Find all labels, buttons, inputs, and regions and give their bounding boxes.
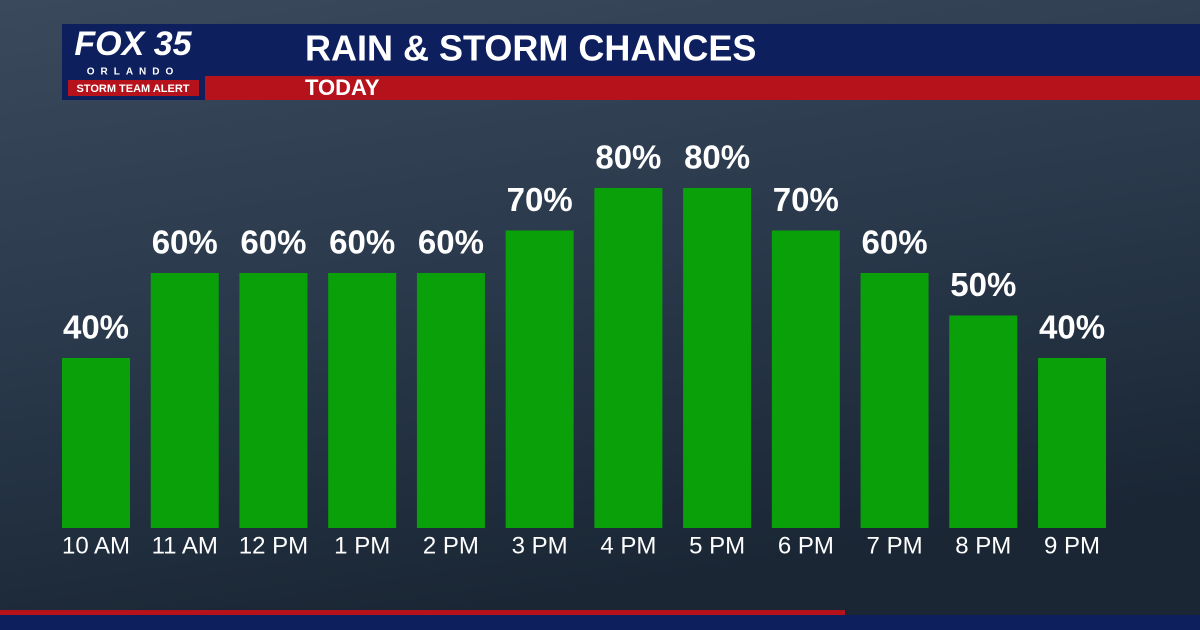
bar [1038, 358, 1107, 528]
value-label: 60% [152, 224, 218, 261]
x-tick-label: 8 PM [955, 532, 1011, 559]
bar [505, 230, 574, 528]
bar [860, 273, 929, 528]
value-label: 60% [240, 224, 306, 261]
x-tick-label: 11 AM [152, 532, 218, 559]
x-tick-label: 9 PM [1044, 532, 1100, 559]
x-tick-label: 4 PM [600, 532, 656, 559]
bar [416, 273, 485, 528]
bottom-bar [0, 615, 1200, 630]
bar [62, 358, 130, 528]
value-label: 40% [63, 309, 129, 346]
value-label: 70% [507, 181, 573, 218]
chart-subtitle: TODAY [305, 75, 380, 100]
value-label: 70% [773, 181, 839, 218]
bar [949, 315, 1018, 528]
x-tick-label: 12 PM [239, 532, 308, 559]
value-label: 40% [1039, 309, 1105, 346]
logo-tag: STORM TEAM ALERT [76, 83, 189, 95]
bar [150, 273, 219, 528]
value-label: 80% [684, 139, 750, 176]
logo-city: ORLANDO [87, 67, 180, 78]
value-label: 60% [862, 224, 928, 261]
x-tick-label: 10 AM [62, 532, 130, 559]
bar [239, 273, 308, 528]
x-tick-label: 1 PM [334, 532, 390, 559]
title-bar [62, 24, 1200, 76]
x-tick-label: 2 PM [423, 532, 479, 559]
value-label: 60% [329, 224, 395, 261]
bottom-red-line [0, 610, 845, 615]
bar [328, 273, 397, 528]
chart-title: RAIN & STORM CHANCES [305, 28, 756, 69]
x-tick-label: 6 PM [778, 532, 834, 559]
logo-name: FOX 35 [74, 25, 192, 63]
bar [594, 188, 663, 528]
value-label: 60% [418, 224, 484, 261]
x-tick-label: 7 PM [867, 532, 923, 559]
logo-tag-box [68, 80, 199, 96]
bar [683, 188, 752, 528]
x-tick-label: 5 PM [689, 532, 745, 559]
subtitle-bar [205, 76, 1200, 100]
value-label: 80% [595, 139, 661, 176]
bar [771, 230, 840, 528]
x-tick-label: 3 PM [512, 532, 568, 559]
value-label: 50% [950, 266, 1016, 303]
